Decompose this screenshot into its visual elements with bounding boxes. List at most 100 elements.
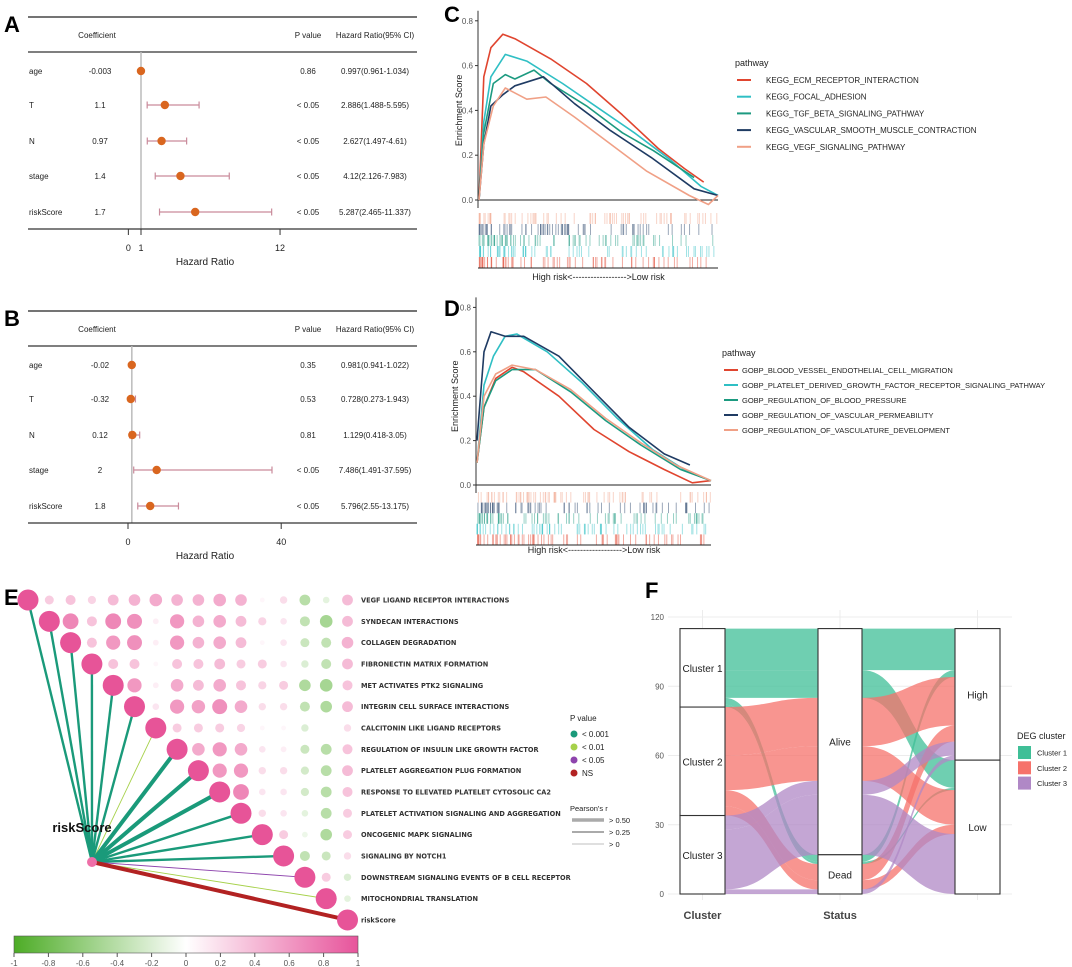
pathway-row-label: MITOCHONDRIAL TRANSLATION (361, 895, 478, 903)
colorbar-tick-label: -0.6 (76, 959, 90, 967)
correlation-circle (87, 595, 96, 605)
correlation-circle (152, 703, 160, 710)
stratum-box (679, 814, 726, 895)
alluvium-flow (725, 889, 818, 894)
x-axis-label: High risk<------------------>Low risk (532, 272, 665, 282)
alluvial-plot-F: 0 30 60 90 120 Cluster 1 Cluster 2 Cluster 3 Clu… (651, 610, 1067, 922)
p-value: 0.86 (300, 67, 316, 76)
correlation-circle (343, 808, 352, 818)
hazard-ratio-ci: 2.627(1.497-4.61) (343, 137, 407, 146)
y-tick-label: 0.8 (460, 303, 472, 312)
y-tick-label: 0.4 (460, 392, 472, 401)
enrichment-line (476, 331, 691, 466)
coefficient-value: 1.1 (94, 101, 106, 110)
colorbar-tick-label: -0.8 (42, 959, 56, 967)
panel-letter-E: E (4, 585, 19, 610)
correlation-circle (259, 746, 266, 753)
correlation-circle (258, 766, 266, 775)
correlation-circle (192, 636, 205, 649)
y-tick-label: 60 (655, 752, 664, 761)
x-tick-label: 12 (275, 243, 285, 253)
correlation-circle (321, 637, 332, 648)
correlation-circle (301, 724, 309, 732)
correlation-circle (342, 658, 353, 670)
correlation-circle (320, 807, 332, 819)
correlation-circle (299, 616, 310, 627)
pearson-legend-label: > 0 (609, 840, 620, 849)
correlation-circle (343, 724, 352, 732)
correlation-circle (152, 682, 159, 689)
correlation-circle (236, 680, 246, 691)
stratum-label: Dead (828, 870, 852, 881)
correlation-circle (170, 635, 185, 650)
forest-row: N 0.97 < 0.05 2.627(1.497-4.61) (29, 136, 407, 146)
coefficient-value: -0.32 (91, 395, 110, 404)
pathway-row-label: PLATELET ACTIVATION SIGNALING AND AGGREG… (361, 810, 561, 818)
y-tick-label: 0.8 (462, 17, 474, 26)
p-value-legend-dot (570, 730, 578, 738)
correlation-circle (193, 658, 204, 669)
gsea-plot-C: 0.0 0.2 0.4 0.6 0.8 Enrichment Score High risk… (454, 10, 977, 282)
gene-set-barcode (477, 502, 710, 514)
forest-row: stage 1.4 < 0.05 4.12(2.126-7.983) (29, 171, 407, 181)
legend-label: Cluster 1 (1037, 749, 1067, 758)
correlation-circle (280, 639, 287, 646)
correlation-circle (257, 659, 267, 669)
legend-label: KEGG_TGF_BETA_SIGNALING_PATHWAY (766, 109, 925, 118)
correlation-circle (106, 635, 121, 650)
p-value-legend-dot (570, 756, 578, 764)
x-axis-label: High risk<------------------>Low risk (528, 545, 661, 555)
hazard-ratio-ci: 2.886(1.488-5.595) (341, 101, 409, 110)
correlation-circle (301, 810, 309, 817)
panel-letter-D: D (444, 296, 460, 321)
row-label: age (29, 67, 43, 76)
gene-set-barcode (479, 246, 715, 257)
alluvium-flow (862, 628, 955, 671)
x-tick-label: 0 (125, 537, 130, 547)
stratum-box (817, 854, 863, 895)
correlation-circle (299, 679, 311, 692)
correlation-circle (193, 723, 203, 733)
row-label: N (29, 431, 35, 440)
row-label: riskScore (29, 502, 63, 511)
correlation-circle (300, 638, 310, 648)
correlation-circle (259, 640, 265, 646)
y-axis-label: Enrichment Score (450, 360, 460, 432)
correlation-circle (280, 618, 287, 625)
gene-set-barcode (476, 523, 707, 535)
correlation-circle (280, 810, 287, 817)
correlation-circle (319, 615, 333, 628)
hazard-ratio-point (190, 207, 200, 217)
correlation-circle (259, 725, 265, 731)
legend-label: GOBP_BLOOD_VESSEL_ENDOTHELIAL_CELL_MIGRA… (742, 366, 953, 375)
pathway-row-label: FIBRONECTIN MATRIX FORMATION (361, 660, 488, 668)
forest-row: age -0.02 0.35 0.981(0.941-1.022) (29, 360, 409, 370)
gene-set-barcode (478, 257, 707, 268)
pathway-row-label: VEGF LIGAND RECEPTOR INTERACTIONS (361, 597, 510, 605)
hazard-ratio-point (127, 360, 136, 370)
gene-set-barcode (477, 513, 704, 524)
correlation-heatmap-E: VEGF LIGAND RECEPTOR INTERACTIONS SYNDECA… (10, 589, 630, 967)
y-tick-label: 90 (655, 682, 664, 691)
mantel-link (90, 748, 179, 864)
colorbar-tick-label: 0.4 (249, 959, 261, 967)
pearson-legend-label: > 0.25 (609, 828, 630, 837)
axis-label: Status (823, 910, 857, 922)
coefficient-header: Coefficient (78, 31, 116, 40)
gene-set-barcode (478, 213, 718, 224)
hazard-ratio-ci: 1.129(0.418-3.05) (343, 431, 407, 440)
p-value: < 0.05 (297, 172, 320, 181)
x-tick-label: 0 (126, 243, 131, 253)
forest-row: riskScore 1.8 < 0.05 5.796(2.55-13.175) (29, 501, 409, 511)
hazard-ratio-point (136, 66, 146, 76)
coefficient-value: 0.12 (92, 431, 108, 440)
correlation-circle (234, 700, 248, 713)
alluvium-flow (862, 725, 955, 881)
correlation-circle (324, 725, 329, 730)
riskscore-node-label: riskScore (52, 820, 111, 835)
legend-label: GOBP_REGULATION_OF_VASCULATURE_DEVELOPME… (742, 426, 950, 435)
pathway-row-label: CALCITONIN LIKE LIGAND RECEPTORS (361, 724, 501, 732)
correlation-circle (279, 680, 289, 690)
row-label: stage (29, 466, 49, 475)
correlation-circle (300, 744, 310, 754)
